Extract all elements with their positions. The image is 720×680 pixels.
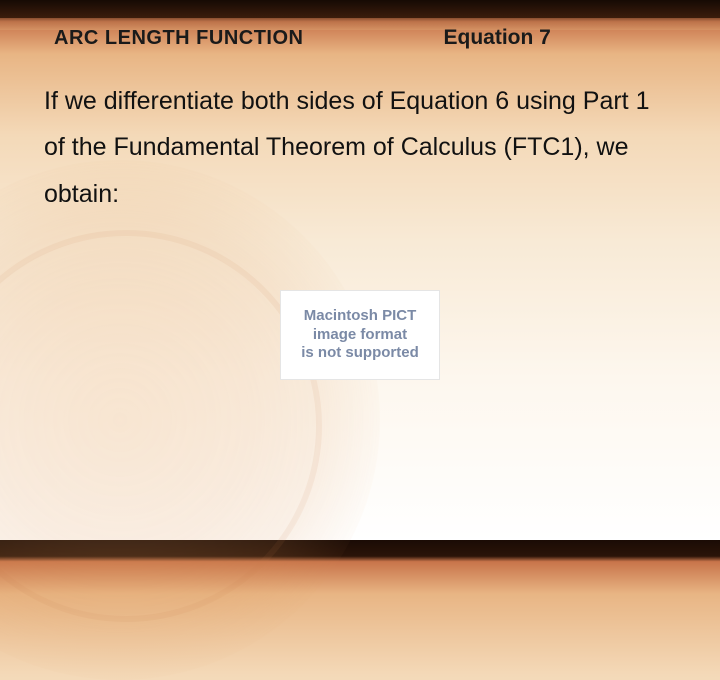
pict-line-1: Macintosh PICT <box>304 307 417 324</box>
background-clock-decoration <box>0 160 380 680</box>
pict-line-2: image format <box>313 326 407 343</box>
body-paragraph: If we differentiate both sides of Equati… <box>44 78 670 217</box>
top-dark-bar <box>0 0 720 18</box>
equation-label: Equation 7 <box>443 26 550 50</box>
pict-placeholder-text: Macintosh PICT image format is not suppo… <box>301 307 419 363</box>
pict-placeholder-box: Macintosh PICT image format is not suppo… <box>280 290 440 380</box>
slide-header: ARC LENGTH FUNCTION Equation 7 <box>54 26 680 50</box>
section-title: ARC LENGTH FUNCTION <box>54 27 303 50</box>
pict-line-3: is not supported <box>301 344 419 361</box>
